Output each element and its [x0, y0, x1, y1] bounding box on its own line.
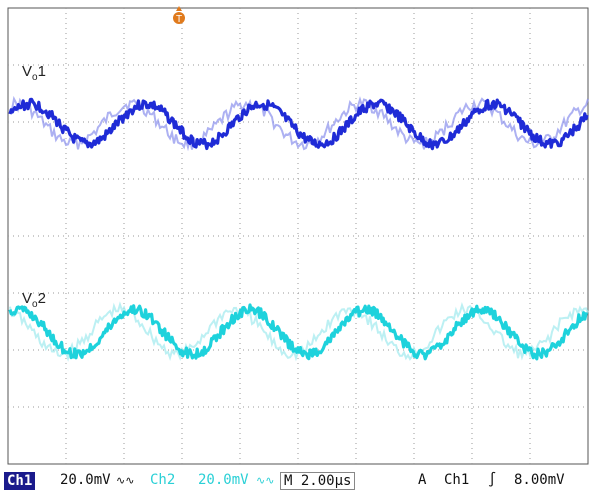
trace-label-vo1: Vo1 [22, 63, 46, 83]
trigger-slope-icon: ∫ [488, 472, 497, 488]
ch2-label[interactable]: Ch2 [150, 472, 176, 488]
acquisition-mode: A [418, 472, 427, 488]
ch1-coupling-icon: ∿∿ [116, 474, 135, 487]
ch2-scale: 20.0mV [198, 472, 249, 488]
waveform-vo1 [8, 97, 589, 151]
ch1-badge[interactable]: Ch1 [4, 472, 36, 490]
trigger-position-icon: T [173, 6, 185, 25]
svg-text:T: T [176, 14, 182, 25]
persistence-trace [9, 95, 589, 152]
status-bar: Ch1 20.0mV ∿∿ Ch2 20.0mV ∿∿ M 2.00µs A C… [0, 466, 598, 493]
waveform-screen [7, 7, 589, 465]
ch1-scale: 20.0mV [60, 472, 111, 488]
trigger-source[interactable]: Ch1 [444, 472, 470, 488]
ch2-coupling-icon: ∿∿ [256, 474, 275, 487]
timebase-readout[interactable]: M 2.00µs [280, 472, 356, 490]
traces-layer [8, 95, 589, 362]
trace-label-vo2: Vo2 [22, 290, 46, 310]
waveform-vo2 [8, 303, 589, 361]
trigger-level[interactable]: 8.00mV [514, 472, 565, 488]
